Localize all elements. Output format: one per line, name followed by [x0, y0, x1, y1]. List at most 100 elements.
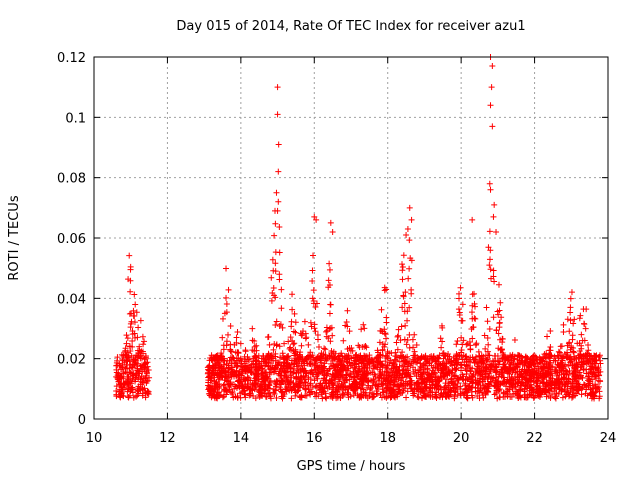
data-point — [495, 330, 502, 337]
data-point — [300, 358, 307, 365]
data-point — [262, 356, 269, 363]
data-point — [311, 366, 318, 373]
data-point — [303, 355, 310, 362]
data-point — [327, 301, 334, 308]
data-point — [415, 385, 422, 392]
data-point — [461, 382, 468, 389]
data-point — [367, 386, 374, 393]
data-point — [542, 382, 549, 389]
data-point — [453, 341, 460, 348]
data-point — [254, 380, 261, 387]
data-point — [403, 341, 410, 348]
data-point — [555, 378, 562, 385]
data-point — [445, 386, 452, 393]
data-point — [486, 180, 493, 187]
data-point — [570, 320, 577, 327]
data-point — [144, 363, 151, 370]
data-point — [490, 273, 497, 280]
data-point — [223, 301, 230, 308]
data-point — [127, 324, 134, 331]
data-point — [596, 388, 603, 395]
data-point — [337, 374, 344, 381]
data-point — [371, 362, 378, 369]
data-point — [412, 359, 419, 366]
data-point — [580, 381, 587, 388]
data-point — [361, 325, 368, 332]
data-point — [465, 358, 472, 365]
data-point — [116, 362, 123, 369]
data-point — [483, 357, 490, 364]
data-point — [366, 359, 373, 366]
data-point — [129, 338, 136, 345]
data-point — [384, 380, 391, 387]
data-point — [544, 333, 551, 340]
data-point — [291, 340, 298, 347]
data-point — [220, 315, 227, 322]
data-point — [362, 362, 369, 369]
data-point — [328, 360, 335, 367]
data-point — [591, 392, 598, 399]
data-point — [482, 345, 489, 352]
data-point — [399, 267, 406, 274]
data-point — [270, 346, 277, 353]
data-point — [497, 336, 504, 343]
data-point — [121, 349, 128, 356]
data-point — [326, 266, 333, 273]
data-point — [485, 380, 492, 387]
data-point — [308, 367, 315, 374]
data-point — [360, 371, 367, 378]
data-point — [506, 364, 513, 371]
data-point — [359, 376, 366, 383]
data-point — [125, 352, 132, 359]
data-point — [229, 354, 236, 361]
data-point — [567, 295, 574, 302]
data-point — [308, 388, 315, 395]
data-point — [495, 381, 502, 388]
data-point — [315, 393, 322, 400]
data-point — [395, 383, 402, 390]
data-point — [351, 373, 358, 380]
data-point — [399, 304, 406, 311]
data-point — [489, 357, 496, 364]
data-point — [323, 324, 330, 331]
data-point — [342, 367, 349, 374]
data-point — [135, 324, 142, 331]
data-point — [323, 380, 330, 387]
data-point — [508, 381, 515, 388]
data-point — [353, 383, 360, 390]
data-point — [269, 256, 276, 263]
data-point — [345, 352, 352, 359]
data-point — [397, 337, 404, 344]
data-point — [384, 366, 391, 373]
data-point — [297, 366, 304, 373]
data-point — [584, 392, 591, 399]
data-point — [350, 378, 357, 385]
data-point — [399, 264, 406, 271]
data-point — [279, 350, 286, 357]
data-point — [461, 359, 468, 366]
data-point — [499, 356, 506, 363]
data-point — [446, 358, 453, 365]
data-point — [233, 372, 240, 379]
x-tick-label: 12 — [159, 431, 176, 446]
data-point — [405, 366, 412, 373]
data-point — [114, 357, 121, 364]
data-point — [307, 360, 314, 367]
data-point — [313, 216, 320, 223]
data-point — [292, 329, 299, 336]
data-point — [495, 281, 502, 288]
y-tick-label: 0.08 — [57, 172, 86, 187]
data-point — [316, 355, 323, 362]
data-point — [329, 391, 336, 398]
data-point — [241, 387, 248, 394]
data-point — [479, 389, 486, 396]
data-point — [353, 354, 360, 361]
data-point — [487, 186, 494, 193]
data-point — [438, 344, 445, 351]
data-point — [415, 355, 422, 362]
data-point — [445, 366, 452, 373]
data-point — [269, 290, 276, 297]
data-point — [274, 84, 281, 91]
data-point — [323, 367, 330, 374]
